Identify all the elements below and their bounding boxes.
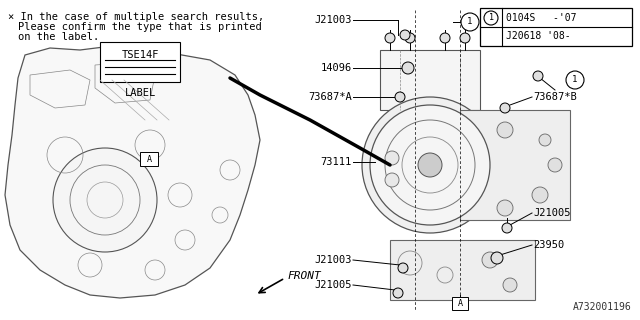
Text: 73687*A: 73687*A [308,92,352,102]
Circle shape [502,223,512,233]
Circle shape [497,122,513,138]
Text: 1: 1 [572,76,578,84]
Circle shape [482,252,498,268]
Bar [480,8,632,46]
Circle shape [503,278,517,292]
Circle shape [398,263,408,273]
Text: 1: 1 [488,13,493,22]
Circle shape [532,187,548,203]
Text: TSE14F: TSE14F [121,50,159,60]
Text: LABEL: LABEL [124,88,156,98]
Circle shape [385,33,395,43]
Circle shape [400,30,410,40]
Circle shape [491,252,503,264]
Text: A732001196: A732001196 [573,302,632,312]
Circle shape [497,200,513,216]
Circle shape [548,158,562,172]
Text: J21003: J21003 [314,255,352,265]
Text: 23950: 23950 [533,240,564,250]
Circle shape [385,173,399,187]
Circle shape [385,151,399,165]
Text: 1: 1 [467,18,473,27]
Circle shape [402,62,414,74]
Circle shape [539,134,551,146]
Circle shape [484,11,498,25]
Bar [390,240,535,300]
Text: J21005: J21005 [314,280,352,290]
Circle shape [418,153,442,177]
Text: 0104S   -'07: 0104S -'07 [506,13,577,23]
Polygon shape [5,45,260,298]
Circle shape [370,105,490,225]
Circle shape [461,13,479,31]
Circle shape [440,33,450,43]
Text: on the label.: on the label. [18,32,99,42]
Text: FRONT: FRONT [288,271,322,281]
Circle shape [395,92,405,102]
Text: 73111: 73111 [321,157,352,167]
Circle shape [405,33,415,43]
Text: J20618 '08-: J20618 '08- [506,31,571,41]
Circle shape [566,71,584,89]
Bar [452,297,468,310]
Circle shape [53,148,157,252]
Circle shape [393,288,403,298]
Text: A: A [147,155,152,164]
Bar [100,42,180,82]
Text: J21003: J21003 [314,15,352,25]
Circle shape [460,33,470,43]
Circle shape [500,103,510,113]
Bar [460,110,570,220]
Bar [380,50,480,110]
Text: 14096: 14096 [321,63,352,73]
Text: A: A [458,299,463,308]
Circle shape [533,71,543,81]
Text: Please confirm the type that is printed: Please confirm the type that is printed [18,22,262,32]
Bar [140,152,158,166]
Text: J21005: J21005 [533,208,570,218]
Text: 73687*B: 73687*B [533,92,577,102]
Circle shape [362,97,498,233]
Text: × In the case of multiple search results,: × In the case of multiple search results… [8,12,264,22]
